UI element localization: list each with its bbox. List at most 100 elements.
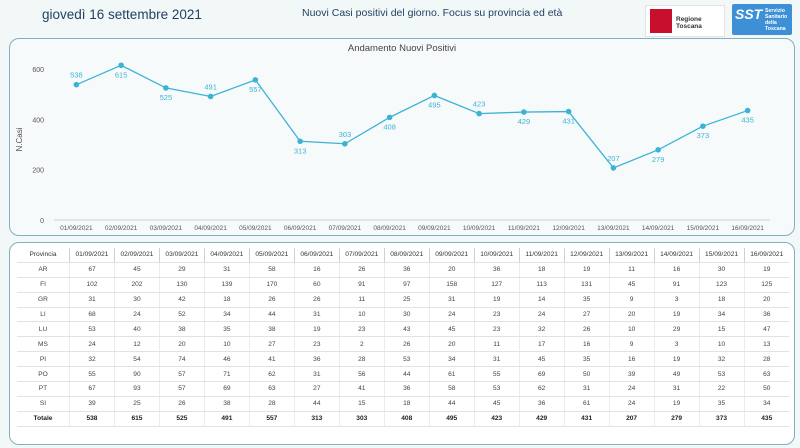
data-label: 303 bbox=[339, 130, 352, 139]
total-row: Totale 538 615 525 491 557 313 303 408 495 423 429 4… bbox=[17, 410, 789, 427]
page-subtitle: Nuovi Casi positivi del giorno. Focus su… bbox=[302, 7, 563, 19]
table-cell: 170 bbox=[248, 277, 295, 293]
data-label: 207 bbox=[607, 154, 620, 163]
table-cell: 202 bbox=[113, 277, 160, 293]
table-cell: 27 bbox=[563, 307, 610, 323]
table-cell: 18 bbox=[203, 292, 250, 308]
table-cell: 40 bbox=[113, 321, 160, 338]
table-cell: 525 bbox=[158, 410, 205, 427]
logo-sst-mark: SST bbox=[735, 6, 763, 22]
row-label: LU bbox=[17, 321, 70, 338]
table-cell: 31 bbox=[473, 351, 520, 368]
table-cell: 31 bbox=[563, 381, 610, 397]
table-cell: 53 bbox=[69, 321, 115, 338]
table-cell: 53 bbox=[698, 366, 745, 383]
table-cell: 127 bbox=[473, 277, 520, 293]
data-point bbox=[118, 62, 124, 69]
table-cell: 57 bbox=[158, 381, 205, 397]
table-cell: 41 bbox=[338, 381, 385, 397]
table-cell: 62 bbox=[518, 381, 565, 397]
data-label: 429 bbox=[518, 117, 531, 126]
table-cell: 97 bbox=[383, 277, 430, 293]
table-cell: 44 bbox=[383, 366, 430, 383]
table-cell: 18 bbox=[698, 292, 745, 308]
table-cell: 495 bbox=[428, 410, 475, 427]
row-label: Totale bbox=[17, 410, 70, 427]
table-cell: 36 bbox=[743, 307, 789, 323]
page-header: giovedì 16 settembre 2021 Nuovi Casi pos… bbox=[0, 0, 800, 37]
table-cell: 557 bbox=[248, 410, 295, 427]
x-tick-label: 15/09/2021 bbox=[687, 225, 720, 232]
table-cell: 44 bbox=[293, 396, 340, 412]
table-cell: 74 bbox=[158, 351, 205, 368]
table-cell: 26 bbox=[248, 292, 295, 308]
table-cell: 123 bbox=[698, 277, 745, 293]
data-point bbox=[476, 110, 482, 117]
table-cell: 31 bbox=[69, 292, 115, 308]
table-cell: 36 bbox=[473, 262, 520, 278]
table-cell: 23 bbox=[338, 321, 385, 338]
table-cell: 131 bbox=[563, 277, 610, 293]
data-point bbox=[565, 108, 572, 115]
table-cell: 23 bbox=[473, 307, 520, 323]
table-cell: 18 bbox=[518, 262, 565, 278]
column-header-provincia: Provincia bbox=[17, 248, 70, 263]
table-cell: 38 bbox=[203, 396, 250, 412]
y-tick-label: 0 bbox=[40, 218, 44, 225]
table-cell: 19 bbox=[743, 262, 789, 278]
column-header-date: 05/09/2021 bbox=[248, 248, 295, 263]
table-cell: 491 bbox=[203, 410, 250, 427]
table-cell: 71 bbox=[203, 366, 250, 383]
table-cell: 67 bbox=[69, 262, 115, 278]
table-cell: 30 bbox=[113, 292, 160, 308]
row-label: FI bbox=[17, 277, 70, 293]
table-cell: 24 bbox=[518, 307, 565, 323]
table-cell: 11 bbox=[473, 336, 520, 353]
table-cell: 31 bbox=[428, 292, 475, 308]
data-label: 495 bbox=[428, 100, 441, 109]
table-row: AR 67 45 29 31 58 16 26 36 20 36 18 19 11 16 30 19 bbox=[17, 262, 789, 278]
table-cell: 28 bbox=[248, 396, 295, 412]
x-tick-label: 01/09/2021 bbox=[60, 225, 93, 232]
table-row: MS 24 12 20 10 27 23 2 26 20 11 17 16 9 3 10 13 bbox=[17, 336, 789, 353]
table-cell: 10 bbox=[203, 336, 250, 353]
table-cell: 93 bbox=[113, 381, 160, 397]
table-cell: 26 bbox=[158, 396, 205, 412]
table-row: GR 31 30 42 18 26 26 11 25 31 19 14 35 9 3 18 20 bbox=[17, 292, 789, 308]
table-cell: 29 bbox=[158, 262, 205, 278]
table-cell: 24 bbox=[113, 307, 160, 323]
table-cell: 26 bbox=[563, 321, 610, 338]
column-header-date: 06/09/2021 bbox=[293, 248, 340, 263]
table-cell: 50 bbox=[743, 381, 789, 397]
table-cell: 53 bbox=[473, 381, 520, 397]
data-point bbox=[386, 114, 393, 121]
y-tick-label: 600 bbox=[32, 67, 44, 74]
table-cell: 36 bbox=[293, 351, 340, 368]
x-tick-label: 04/09/2021 bbox=[194, 225, 227, 232]
data-label: 279 bbox=[652, 155, 665, 164]
table-cell: 24 bbox=[69, 336, 115, 353]
x-tick-label: 07/09/2021 bbox=[329, 225, 362, 232]
column-header-date: 08/09/2021 bbox=[383, 248, 430, 263]
x-tick-label: 13/09/2021 bbox=[597, 225, 630, 232]
table-row: FI 102 202 130 139 170 60 91 97 158 127 113 131 45 91 1… bbox=[17, 277, 789, 293]
data-point bbox=[610, 165, 617, 171]
table-cell: 61 bbox=[563, 396, 610, 412]
table-cell: 53 bbox=[383, 351, 430, 368]
column-header-date: 13/09/2021 bbox=[608, 248, 655, 263]
table-cell: 63 bbox=[743, 366, 789, 383]
table-row: PT 67 93 57 69 63 27 41 36 58 53 62 31 24 31 22 50 bbox=[17, 381, 789, 397]
table-cell: 18 bbox=[383, 396, 430, 412]
table-cell: 408 bbox=[383, 410, 430, 427]
table-cell: 16 bbox=[293, 262, 340, 278]
table-cell: 19 bbox=[653, 351, 700, 368]
logo-rt-text: Regione Toscana bbox=[676, 16, 702, 30]
x-tick-label: 10/09/2021 bbox=[463, 225, 496, 232]
row-label: MS bbox=[17, 336, 70, 353]
table-cell: 35 bbox=[698, 396, 745, 412]
column-header-date: 10/09/2021 bbox=[473, 248, 520, 263]
table-cell: 44 bbox=[428, 396, 475, 412]
column-header-date: 12/09/2021 bbox=[563, 248, 610, 263]
pegasus-icon bbox=[650, 9, 672, 33]
table-cell: 27 bbox=[248, 336, 295, 353]
